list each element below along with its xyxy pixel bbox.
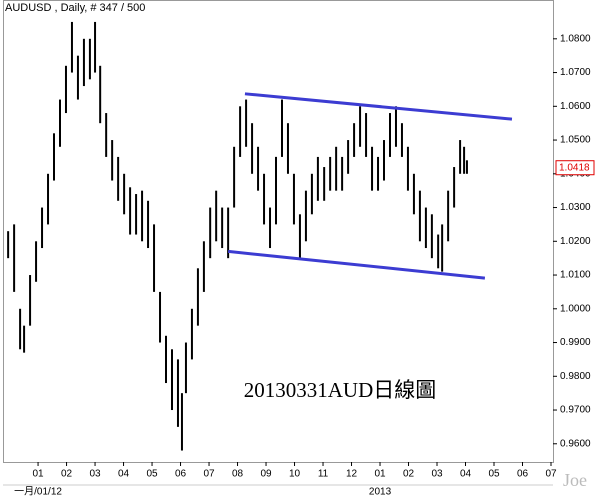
x-tick-label: 05 [146, 469, 158, 480]
x-tick-label: 07 [203, 469, 215, 480]
x-period-label: 一月/01/12 [14, 486, 62, 498]
y-tick-label: 1.0500 [560, 135, 591, 146]
y-tick-label: 1.0800 [560, 33, 591, 44]
y-tick-label: 0.9600 [560, 438, 591, 449]
y-tick-label: 0.9900 [560, 337, 591, 348]
trendline [244, 92, 513, 121]
trendline [227, 249, 486, 280]
x-tick-label: 10 [289, 469, 301, 480]
x-tick-label: 06 [517, 469, 529, 480]
x-tick-label: 04 [118, 469, 130, 480]
x-tick-label: 01 [32, 469, 44, 480]
x-tick-label: 03 [89, 469, 101, 480]
x-tick-label: 05 [488, 469, 500, 480]
x-tick-label: 03 [431, 469, 443, 480]
x-period-label: 2013 [369, 487, 392, 498]
watermark: Joe [563, 470, 587, 490]
x-tick-label: 04 [460, 469, 472, 480]
y-tick-label: 0.9800 [560, 371, 591, 382]
x-tick-label: 07 [545, 469, 557, 480]
y-tick-label: 0.9700 [560, 405, 591, 416]
y-tick-label: 1.0000 [560, 303, 591, 314]
x-tick-label: 08 [232, 469, 244, 480]
chart-title: AUDUSD , Daily, # 347 / 500 [5, 2, 145, 14]
y-tick-label: 1.0200 [560, 236, 591, 247]
plot-frame [3, 0, 554, 463]
y-tick-label: 1.0300 [560, 202, 591, 213]
annotation: 20130331AUD日線圖 [244, 378, 437, 402]
last-price-box [555, 160, 595, 176]
x-tick-label: 09 [260, 469, 272, 480]
last-price-label: 1.0418 [559, 162, 590, 173]
x-tick-label: 02 [403, 469, 415, 480]
x-tick-label: 11 [318, 469, 329, 480]
x-tick-label: 12 [346, 469, 358, 480]
x-tick-label: 06 [175, 469, 187, 480]
y-tick-label: 1.0600 [560, 101, 591, 112]
x-tick-label: 01 [374, 469, 386, 480]
x-tick-label: 02 [61, 469, 73, 480]
y-tick-label: 1.0700 [560, 67, 591, 78]
y-tick-label: 1.0100 [560, 270, 591, 281]
